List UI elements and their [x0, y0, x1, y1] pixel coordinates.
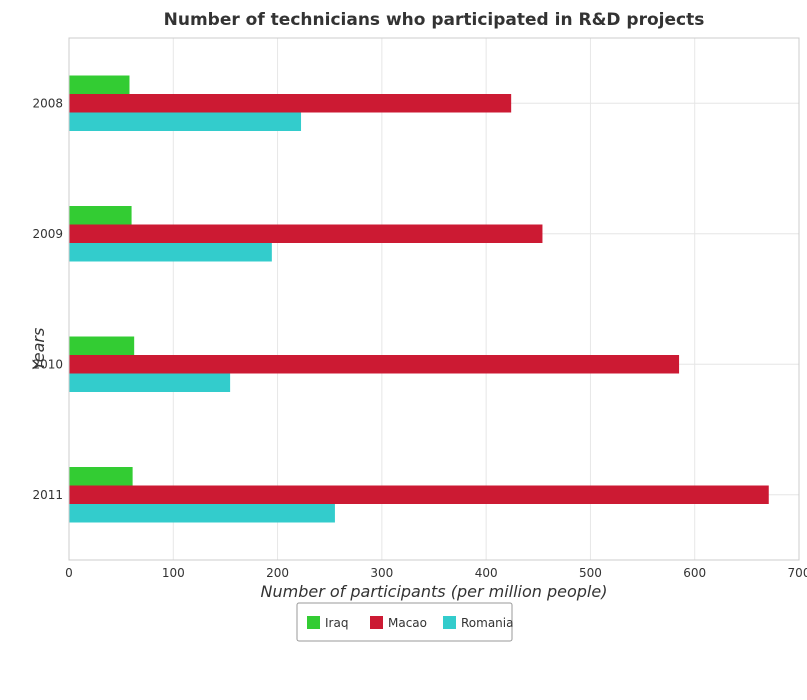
- x-tick-label: 700: [788, 566, 807, 580]
- y-tick-label: 2008: [32, 96, 63, 110]
- bar-macao-2008: [69, 94, 512, 113]
- legend-label-iraq: Iraq: [325, 616, 348, 630]
- legend-box: [296, 602, 513, 642]
- bar-iraq-2008: [69, 75, 130, 94]
- bar-romania-2011: [69, 504, 335, 523]
- x-tick-label: 200: [266, 566, 289, 580]
- y-tick-label: 2011: [32, 488, 63, 502]
- bar-iraq-2010: [69, 336, 135, 355]
- y-axis-label: Years: [29, 328, 48, 371]
- x-tick-label: 300: [370, 566, 393, 580]
- legend-label-macao: Macao: [388, 616, 427, 630]
- y-tick-label: 2009: [32, 227, 63, 241]
- x-tick-label: 100: [162, 566, 185, 580]
- bar-romania-2010: [69, 373, 231, 392]
- bar-macao-2009: [69, 224, 543, 243]
- chart-title: Number of technicians who participated i…: [164, 10, 705, 30]
- bar-iraq-2011: [69, 467, 133, 486]
- x-tick-label: 0: [65, 566, 73, 580]
- plot-frame: [68, 37, 800, 561]
- x-tick-label: 500: [579, 566, 602, 580]
- bar-macao-2010: [69, 355, 680, 374]
- bars: [69, 75, 769, 523]
- bar-romania-2009: [69, 243, 272, 262]
- bar-romania-2008: [69, 112, 302, 131]
- bar-macao-2011: [69, 485, 769, 504]
- bar-iraq-2009: [69, 206, 132, 225]
- legend-swatch-macao: [370, 616, 383, 629]
- legend: Iraq Macao Romania: [296, 602, 513, 642]
- legend-swatch-romania: [443, 616, 456, 629]
- x-tick-label: 600: [683, 566, 706, 580]
- legend-swatch-iraq: [307, 616, 320, 629]
- legend-label-romania: Romania: [461, 616, 513, 630]
- axes: 0 100 200 300 400 500 600 700 2008 2009 2010 2011: [32, 37, 807, 580]
- y-tick-label: 2010: [32, 357, 63, 371]
- x-axis-label: Number of participants (per million peop…: [261, 582, 608, 601]
- x-tick-label: 400: [475, 566, 498, 580]
